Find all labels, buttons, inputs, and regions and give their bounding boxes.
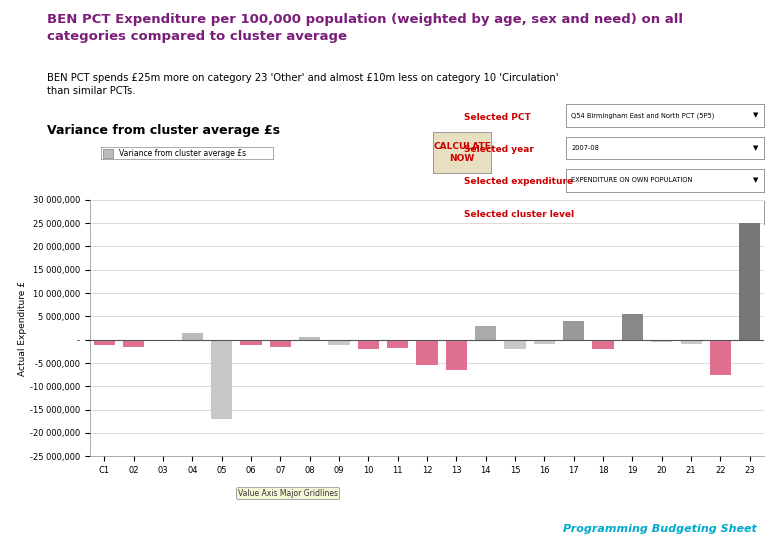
Bar: [387, 340, 408, 348]
Text: Selected expenditure: Selected expenditure: [464, 178, 573, 186]
Text: BEN PCT spends £25m more on category 23 'Other' and almost £10m less on category: BEN PCT spends £25m more on category 23 …: [47, 73, 558, 96]
Bar: [358, 340, 379, 349]
Text: ▼: ▼: [753, 112, 758, 119]
Bar: [651, 340, 672, 342]
Bar: [240, 340, 261, 345]
Text: 2007-08: 2007-08: [572, 145, 599, 151]
Bar: [505, 340, 526, 349]
Bar: [563, 321, 584, 340]
Text: BEN PCT Expenditure per 100,000 population (weighted by age, sex and need) on al: BEN PCT Expenditure per 100,000 populati…: [47, 14, 682, 43]
Bar: [328, 340, 349, 345]
Bar: [270, 340, 291, 347]
Bar: [710, 340, 731, 375]
Text: Programming Budgeting Sheet: Programming Budgeting Sheet: [562, 523, 757, 534]
Text: ▼: ▼: [753, 177, 758, 184]
Bar: [446, 340, 467, 370]
Text: Value Axis Major Gridlines: Value Axis Major Gridlines: [238, 489, 339, 498]
Bar: [475, 326, 496, 340]
Text: Variance from cluster average £s: Variance from cluster average £s: [119, 149, 246, 158]
Text: INNER 1 (2 Groups): INNER 1 (2 Groups): [572, 210, 636, 216]
Text: ▼: ▼: [753, 145, 758, 151]
Bar: [739, 223, 760, 340]
Text: CALCULATE
NOW: CALCULATE NOW: [433, 142, 491, 163]
Bar: [593, 340, 614, 349]
Bar: [94, 340, 115, 345]
Bar: [680, 340, 702, 345]
Bar: [534, 340, 555, 345]
Text: EXPENDITURE ON OWN POPULATION: EXPENDITURE ON OWN POPULATION: [572, 177, 693, 184]
Text: Selected PCT: Selected PCT: [464, 113, 531, 122]
Text: ▼: ▼: [753, 210, 758, 216]
Bar: [417, 340, 438, 366]
Text: Q54 Birmingham East and North PCT (5P5): Q54 Birmingham East and North PCT (5P5): [572, 112, 714, 119]
Bar: [103, 148, 113, 158]
Text: Selected year: Selected year: [464, 145, 534, 154]
Bar: [152, 340, 174, 341]
Bar: [182, 333, 203, 340]
Bar: [211, 340, 232, 419]
Bar: [622, 314, 643, 340]
Bar: [300, 338, 321, 340]
Y-axis label: Actual Expenditure £: Actual Expenditure £: [18, 281, 27, 375]
Text: Selected cluster level: Selected cluster level: [464, 210, 574, 219]
Text: Variance from cluster average £s: Variance from cluster average £s: [47, 124, 280, 137]
Bar: [123, 340, 144, 347]
